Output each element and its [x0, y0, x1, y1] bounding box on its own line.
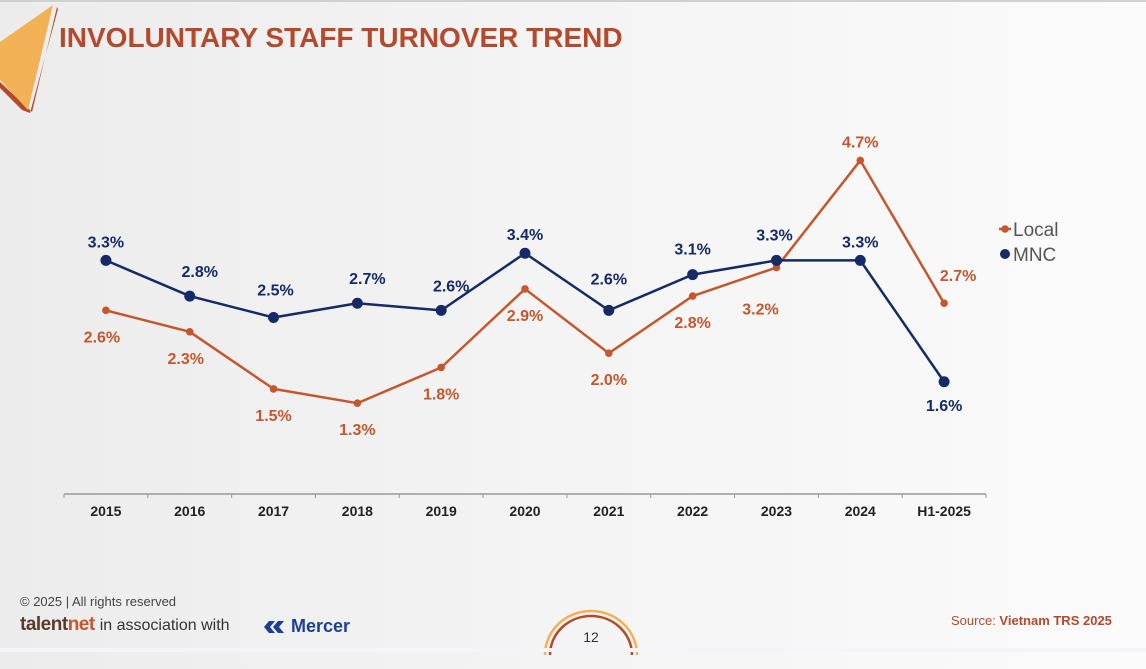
x-tick-label: 2022 — [677, 503, 708, 519]
data-point-mnc — [435, 304, 447, 316]
data-point-mnc — [938, 376, 950, 388]
data-point-local — [688, 292, 697, 300]
x-tick-label: 2018 — [342, 503, 373, 519]
mercer-name: Mercer — [291, 616, 351, 636]
x-tick-label: 2020 — [509, 503, 540, 519]
data-label-mnc: 3.3% — [756, 227, 792, 244]
x-tick-label: 2015 — [90, 503, 121, 519]
data-label-mnc: 2.8% — [181, 264, 217, 281]
page-number-badge: 12 — [543, 609, 639, 669]
footer-brand: talentnet in association with — [20, 614, 230, 636]
data-point-local — [605, 349, 613, 358]
page-number: 12 — [583, 629, 599, 645]
data-label-mnc: 3.4% — [507, 227, 543, 244]
copyright-text: © 2025 | All rights reserved — [20, 594, 177, 609]
data-label-local: 4.7% — [842, 134, 878, 151]
data-label-local: 1.3% — [339, 422, 375, 439]
data-label-local: 1.8% — [423, 386, 459, 403]
data-point-local — [269, 385, 278, 393]
page-arc-decoration — [543, 609, 639, 656]
data-point-local — [940, 299, 948, 308]
data-label-local: 3.2% — [742, 302, 778, 319]
source-citation: Source: Vietnam TRS 2025 — [951, 613, 1112, 628]
x-tick-label: 2021 — [593, 503, 624, 519]
data-point-mnc — [519, 247, 531, 259]
data-label-local: 1.5% — [255, 408, 291, 425]
talentnet-logo: talentnet — [20, 614, 95, 635]
data-point-local — [856, 156, 865, 165]
data-point-local — [521, 285, 529, 293]
data-point-mnc — [854, 254, 866, 266]
legend-label-local: Local — [1013, 220, 1058, 241]
x-tick-label: H1-2025 — [917, 503, 971, 519]
corner-arrow-decoration — [0, 5, 58, 113]
legend-marker-local-dot — [1001, 225, 1009, 233]
series-line-local — [105, 159, 946, 405]
data-label-local: 2.8% — [674, 315, 710, 332]
x-tick-label: 2016 — [174, 503, 205, 519]
data-label-mnc: 1.6% — [926, 398, 962, 415]
data-point-local — [102, 306, 110, 315]
data-point-local — [353, 399, 362, 407]
x-tick-label: 2024 — [845, 503, 876, 519]
data-label-mnc: 2.5% — [257, 283, 293, 300]
data-point-mnc — [100, 254, 112, 266]
data-label-mnc: 2.6% — [433, 278, 469, 295]
x-tick-label: 2023 — [761, 503, 792, 519]
data-point-local — [437, 363, 445, 372]
data-label-local: 2.0% — [591, 372, 627, 389]
data-label-local: 2.7% — [940, 268, 976, 285]
mercer-logo: Mercer — [262, 616, 350, 637]
x-tick-label: 2019 — [426, 503, 457, 519]
data-point-mnc — [268, 312, 280, 323]
data-point-mnc — [351, 297, 363, 309]
data-label-local: 2.3% — [167, 351, 203, 368]
data-label-mnc: 3.1% — [674, 242, 710, 259]
association-text: in association with — [99, 617, 230, 634]
bottom-band — [0, 648, 1146, 652]
turnover-line-chart: 2015 2016 2017 2018 2019 2020 2021 2022 2023 2024… — [63, 134, 1058, 519]
data-point-mnc — [687, 269, 699, 281]
legend-label-mnc: MNC — [1013, 245, 1056, 266]
mercer-mark-icon — [264, 620, 284, 633]
data-point-local — [185, 327, 194, 336]
data-point-mnc — [603, 304, 615, 316]
data-label-mnc: 2.7% — [349, 271, 385, 288]
page-title: INVOLUNTARY STAFF TURNOVER TREND — [59, 22, 623, 53]
data-label-mnc: 3.3% — [88, 234, 124, 251]
data-label-local: 2.6% — [84, 329, 120, 346]
data-label-local: 2.9% — [507, 308, 543, 325]
top-divider — [0, 0, 1146, 2]
data-label-mnc: 3.3% — [842, 234, 878, 251]
data-point-local — [772, 263, 781, 272]
data-point-mnc — [770, 254, 782, 266]
data-point-mnc — [184, 290, 196, 302]
x-tick-label: 2017 — [258, 503, 289, 519]
legend-marker-mnc — [1000, 249, 1010, 259]
data-label-mnc: 2.6% — [591, 271, 627, 288]
